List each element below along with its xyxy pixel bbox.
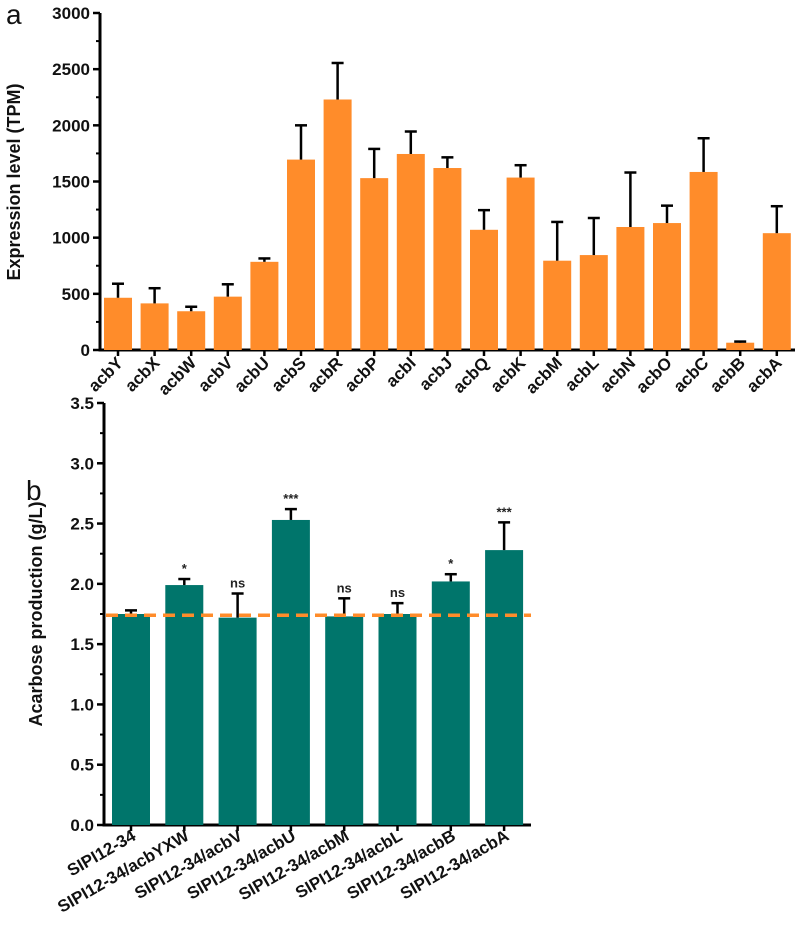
bar bbox=[506, 177, 535, 350]
x-tick-label: acbN bbox=[596, 353, 639, 396]
bar bbox=[323, 99, 352, 350]
bar bbox=[485, 550, 524, 825]
bar bbox=[689, 171, 718, 350]
y-tick-label: 0.5 bbox=[70, 756, 94, 775]
y-tick-label: 0.0 bbox=[70, 816, 94, 835]
bar bbox=[271, 519, 310, 825]
y-tick-label: 1000 bbox=[52, 229, 90, 248]
y-tick-label: 1.5 bbox=[70, 635, 94, 654]
y-tick-label: 2500 bbox=[52, 60, 90, 79]
bar bbox=[177, 311, 206, 350]
bar bbox=[762, 233, 791, 350]
x-tick-label: acbY bbox=[85, 353, 128, 396]
chart-b: 0.00.51.01.52.02.53.03.5SIPI12-34SIPI12-… bbox=[54, 394, 531, 917]
x-tick-label: acbK bbox=[487, 353, 530, 396]
x-tick-label: acbS bbox=[268, 353, 310, 395]
y-tick-label: 2000 bbox=[52, 116, 90, 135]
significance-label: * bbox=[182, 561, 188, 576]
x-tick-label: acbL bbox=[561, 353, 602, 394]
y-tick-label: 500 bbox=[62, 285, 90, 304]
x-tick-label: acbV bbox=[194, 353, 237, 396]
significance-label: ns bbox=[337, 580, 352, 595]
significance-label: *** bbox=[497, 504, 513, 519]
bar bbox=[470, 229, 498, 350]
x-tick-label: acbI bbox=[382, 353, 419, 390]
significance-label: ns bbox=[230, 576, 245, 591]
bar bbox=[287, 159, 315, 350]
x-tick-label: acbO bbox=[632, 353, 676, 397]
bar bbox=[250, 261, 279, 350]
y-tick-label: 1500 bbox=[52, 173, 90, 192]
y-tick-label: 3000 bbox=[52, 4, 90, 23]
bar bbox=[112, 614, 150, 825]
bar bbox=[360, 178, 389, 350]
x-tick-label: acbQ bbox=[449, 353, 493, 397]
x-tick-label: acbA bbox=[743, 353, 786, 396]
bar bbox=[431, 581, 470, 825]
bar bbox=[378, 614, 417, 825]
x-tick-label: acbM bbox=[522, 353, 566, 397]
bar bbox=[165, 585, 204, 825]
y-axis-label-b: Acarbose production (g/L) bbox=[26, 501, 46, 726]
panel-label-a: a bbox=[6, 0, 22, 30]
x-tick-label: acbJ bbox=[415, 353, 456, 394]
y-tick-label: 3.5 bbox=[70, 394, 94, 413]
bar bbox=[653, 223, 681, 350]
bar bbox=[726, 342, 755, 350]
bar bbox=[140, 303, 169, 350]
significance-label: ns bbox=[390, 585, 405, 600]
x-tick-label: acbR bbox=[304, 353, 347, 396]
bar bbox=[396, 153, 425, 350]
bar bbox=[325, 616, 364, 825]
y-tick-label: 1.0 bbox=[70, 695, 94, 714]
bar bbox=[433, 168, 462, 350]
bar bbox=[616, 226, 645, 350]
y-tick-label: 3.0 bbox=[70, 454, 94, 473]
bar bbox=[218, 617, 257, 825]
bar bbox=[543, 260, 572, 350]
x-tick-label: acbU bbox=[230, 353, 273, 396]
x-tick-label: acbB bbox=[706, 353, 749, 396]
y-axis-label-a: Expression level (TPM) bbox=[4, 83, 24, 280]
y-tick-label: 2.0 bbox=[70, 575, 94, 594]
y-tick-label: 0 bbox=[81, 341, 90, 360]
y-tick-label: 2.5 bbox=[70, 515, 94, 534]
bar bbox=[104, 297, 132, 350]
bar bbox=[579, 255, 608, 350]
x-tick-label: acbC bbox=[670, 353, 713, 396]
x-tick-label: acbP bbox=[341, 353, 383, 395]
bar bbox=[213, 296, 242, 350]
panel-label-b: b bbox=[26, 475, 42, 506]
x-tick-label: acbW bbox=[155, 353, 201, 399]
significance-label: * bbox=[448, 556, 454, 571]
chart-a: 050010001500200025003000acbYacbXacbWacbV… bbox=[52, 4, 795, 399]
significance-label: *** bbox=[283, 491, 299, 506]
